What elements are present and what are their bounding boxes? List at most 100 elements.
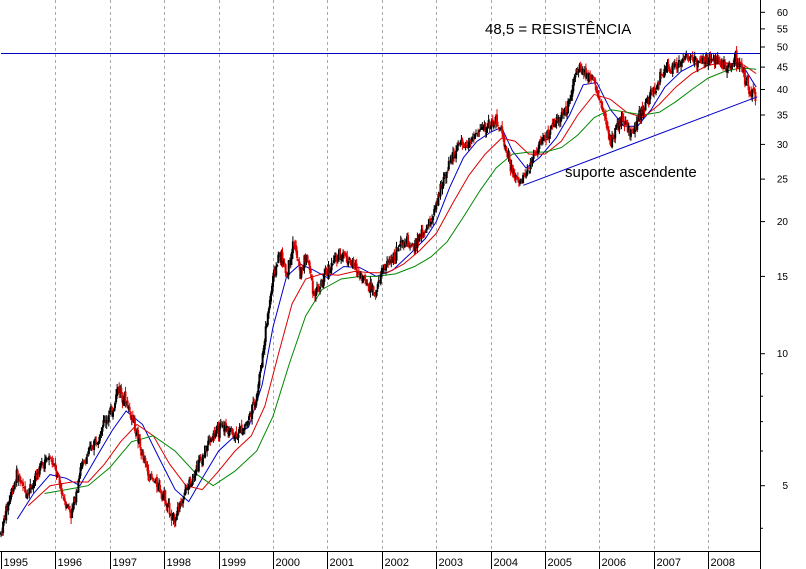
bar-body <box>55 470 58 477</box>
price-bar <box>186 483 189 491</box>
price-bar <box>389 255 392 265</box>
price-bar <box>528 170 531 174</box>
price-bar <box>172 512 175 525</box>
price-bar <box>664 65 667 76</box>
price-bar <box>188 476 191 490</box>
price-bar <box>513 168 516 182</box>
bar-body <box>110 406 113 416</box>
bar-body <box>735 50 738 67</box>
bar-body <box>343 253 346 255</box>
bar-body <box>112 412 114 417</box>
price-bar <box>143 455 146 464</box>
bar-body <box>650 90 653 92</box>
bar-body <box>420 229 423 238</box>
bar-body <box>669 71 672 73</box>
price-bar <box>61 490 64 497</box>
price-bar <box>535 147 538 156</box>
bar-body <box>381 268 384 270</box>
price-bar <box>221 421 224 429</box>
bar-body <box>289 259 292 265</box>
bar-body <box>332 260 335 263</box>
price-bar <box>697 61 700 63</box>
bar-body <box>740 62 743 68</box>
price-bar <box>226 425 228 432</box>
bar-body <box>204 445 206 458</box>
bar-body <box>63 498 66 502</box>
price-bar <box>728 60 731 67</box>
bar-body <box>522 175 525 184</box>
price-bar <box>280 249 283 267</box>
y-tick-label: 50 <box>777 43 789 54</box>
bar-body <box>456 145 459 151</box>
y-tick-label: 10 <box>777 349 789 360</box>
price-bar <box>30 484 33 494</box>
bar-body <box>277 254 280 264</box>
bar-body <box>621 115 624 117</box>
bar-body <box>344 252 347 254</box>
price-bar <box>16 468 19 483</box>
price-bar <box>14 479 17 490</box>
bar-body <box>97 442 100 445</box>
bar-body <box>295 245 298 252</box>
price-bar <box>628 126 631 140</box>
price-bar <box>504 144 507 152</box>
bar-body <box>683 56 686 60</box>
bar-body <box>43 459 46 469</box>
price-bar <box>441 181 444 195</box>
bar-body <box>199 459 202 460</box>
bar-body <box>592 76 595 78</box>
bar-body <box>83 459 86 462</box>
price-bar <box>50 457 53 462</box>
bar-body <box>156 486 159 491</box>
price-bar <box>176 502 179 516</box>
price-bar <box>422 232 425 239</box>
price-bar <box>653 82 656 94</box>
price-bar <box>112 410 114 420</box>
price-bar <box>610 135 612 147</box>
bar-body <box>240 424 243 434</box>
price-bar <box>207 436 210 451</box>
bar-body <box>301 266 304 270</box>
x-tick-label: 2005 <box>548 557 572 569</box>
price-bar <box>576 66 579 76</box>
bar-body <box>239 426 242 429</box>
price-bar <box>738 57 741 72</box>
price-bar <box>732 59 735 68</box>
price-bar <box>164 489 167 506</box>
bar-body <box>659 71 662 83</box>
price-bar <box>365 279 368 287</box>
price-bar <box>560 107 563 121</box>
price-bar <box>551 118 554 130</box>
price-bar <box>122 395 125 406</box>
price-bar <box>27 492 30 497</box>
bar-body <box>398 245 401 247</box>
price-bar <box>372 285 375 296</box>
bar-body <box>691 55 694 57</box>
bar-body <box>184 489 187 496</box>
bar-body <box>57 474 60 476</box>
price-bar <box>429 215 431 227</box>
price-bar <box>570 90 573 102</box>
bar-body <box>623 122 626 127</box>
price-bar <box>726 66 729 78</box>
price-bar <box>400 237 403 248</box>
price-bar <box>404 239 407 247</box>
price-bar <box>623 120 626 132</box>
price-bar <box>97 441 100 449</box>
price-bar <box>314 288 317 302</box>
bar-body <box>52 463 55 465</box>
price-bar <box>703 56 706 69</box>
bar-body <box>35 473 38 477</box>
bar-body <box>20 482 23 484</box>
price-bar <box>707 57 710 71</box>
price-bar <box>108 407 111 415</box>
bar-body <box>432 216 435 220</box>
bar-body <box>477 131 480 133</box>
price-bar <box>432 216 435 226</box>
price-bar <box>398 244 401 247</box>
price-bar <box>231 428 234 435</box>
price-bar <box>191 474 194 486</box>
bar-body <box>492 122 495 128</box>
bar-body <box>192 478 195 480</box>
bar-body <box>421 230 424 236</box>
